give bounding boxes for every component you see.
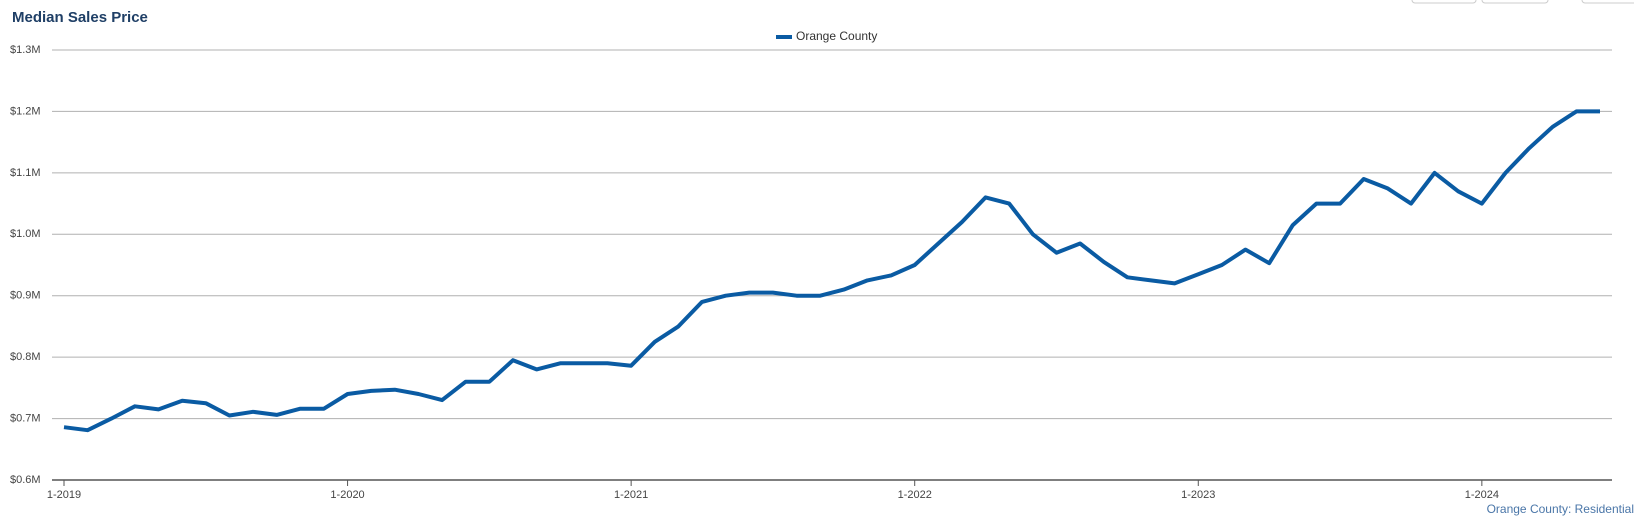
y-tick-label: $0.7M [10,412,41,424]
y-tick-label: $1.0M [10,228,41,240]
line-series [63,109,1600,433]
x-tick-label: 1-2021 [614,489,648,501]
y-tick-label: $1.3M [10,44,41,56]
toolbar-button[interactable] [1581,0,1634,4]
toolbar-button[interactable] [1481,0,1549,4]
legend-label: Orange County [796,29,877,43]
x-tick-label: 1-2022 [898,489,932,501]
y-tick-label: $1.2M [10,105,41,117]
x-tick-label: 1-2024 [1465,489,1499,501]
y-tick-label: $1.1M [10,167,41,179]
x-tick-label: 1-2023 [1181,489,1215,501]
y-tick-label: $0.6M [10,474,41,486]
footnote: Orange County: Residential [1487,502,1634,516]
toolbar-button[interactable] [1411,0,1477,4]
chart-title: Median Sales Price [12,9,148,26]
y-tick-label: $0.8M [10,351,41,363]
x-tick-label: 1-2019 [47,489,81,501]
x-tick-label: 1-2020 [330,489,364,501]
y-tick-label: $0.9M [10,290,41,302]
